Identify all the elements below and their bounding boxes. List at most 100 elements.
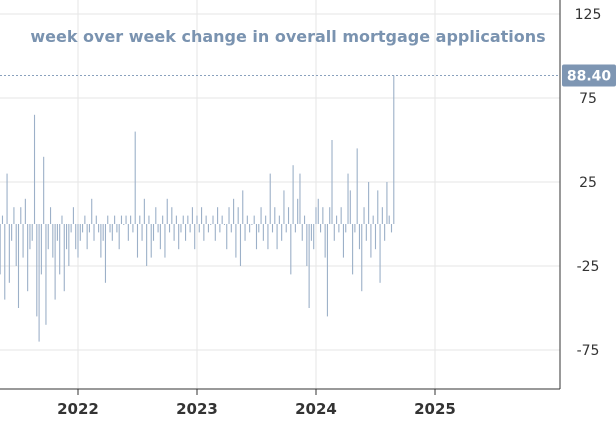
y-tick-label: 75 bbox=[579, 91, 597, 107]
bar bbox=[36, 224, 38, 317]
bar bbox=[290, 224, 292, 275]
bar bbox=[342, 224, 344, 258]
bar bbox=[120, 215, 123, 224]
bar bbox=[333, 224, 335, 241]
x-tick-label: 2024 bbox=[295, 400, 337, 418]
bar bbox=[281, 224, 283, 241]
bar bbox=[265, 215, 267, 224]
bar bbox=[155, 207, 157, 224]
bar bbox=[363, 207, 365, 224]
bar bbox=[20, 207, 22, 224]
bar bbox=[184, 224, 187, 241]
y-tick-label: 125 bbox=[575, 7, 602, 23]
last-value-label: 88.40 bbox=[567, 68, 612, 84]
bar bbox=[196, 215, 198, 224]
bar bbox=[130, 215, 132, 224]
bar bbox=[84, 215, 86, 224]
bar bbox=[72, 207, 74, 224]
bar bbox=[162, 215, 164, 224]
bar bbox=[294, 224, 296, 233]
bar bbox=[198, 224, 200, 233]
bar bbox=[68, 224, 70, 266]
bar bbox=[159, 224, 161, 250]
bar bbox=[148, 215, 150, 224]
bar bbox=[324, 224, 326, 258]
bar bbox=[187, 215, 189, 224]
bar bbox=[313, 224, 315, 250]
bar bbox=[210, 224, 212, 225]
bar bbox=[95, 215, 97, 224]
bar bbox=[114, 215, 116, 224]
bar bbox=[24, 198, 26, 224]
bar bbox=[390, 224, 393, 233]
bar bbox=[22, 224, 24, 258]
bar bbox=[134, 131, 136, 224]
y-axis-ticks: 125 75 25 -25 -75 bbox=[575, 7, 602, 359]
bar bbox=[66, 224, 68, 250]
bar bbox=[38, 224, 40, 342]
bar bbox=[63, 224, 65, 292]
bar bbox=[54, 224, 56, 300]
grid bbox=[0, 0, 560, 395]
bar bbox=[223, 224, 226, 225]
bar bbox=[230, 224, 232, 233]
bar bbox=[255, 224, 258, 250]
bar bbox=[379, 224, 381, 283]
bar bbox=[237, 207, 239, 224]
bar bbox=[75, 224, 77, 250]
bar bbox=[214, 224, 216, 241]
bar bbox=[292, 165, 294, 224]
bar bbox=[93, 224, 95, 241]
bar bbox=[136, 224, 139, 258]
bar bbox=[52, 224, 54, 258]
bar bbox=[349, 190, 351, 224]
bar bbox=[15, 224, 17, 266]
bar bbox=[49, 207, 52, 224]
bar bbox=[384, 224, 386, 241]
bar bbox=[242, 190, 244, 224]
x-tick-label: 2022 bbox=[57, 400, 99, 418]
bar bbox=[374, 224, 377, 250]
bars bbox=[0, 75, 395, 342]
x-tick-label: 2023 bbox=[176, 400, 218, 418]
bar bbox=[40, 224, 42, 275]
bar bbox=[107, 215, 109, 224]
bar bbox=[303, 215, 306, 224]
bar bbox=[244, 224, 246, 241]
bar bbox=[191, 207, 193, 224]
bar bbox=[11, 224, 13, 241]
bar bbox=[258, 224, 260, 233]
bar bbox=[370, 224, 372, 258]
x-tick-label: 2025 bbox=[414, 400, 456, 418]
bar bbox=[306, 224, 308, 266]
bar bbox=[249, 224, 251, 233]
bar bbox=[301, 224, 303, 241]
bar bbox=[61, 215, 63, 224]
bar bbox=[368, 182, 370, 224]
bar bbox=[29, 224, 31, 250]
bar bbox=[308, 224, 310, 308]
last-value-badge bbox=[562, 64, 616, 87]
bar bbox=[6, 173, 8, 224]
bar bbox=[173, 224, 175, 241]
bar bbox=[262, 224, 264, 241]
bar bbox=[345, 224, 347, 233]
bar bbox=[338, 224, 340, 233]
bar bbox=[317, 198, 319, 224]
bar bbox=[59, 224, 61, 275]
bar bbox=[381, 207, 383, 224]
bar bbox=[212, 215, 214, 224]
bar bbox=[221, 215, 223, 224]
bar bbox=[285, 224, 287, 233]
bar bbox=[207, 224, 209, 233]
chart-title: week over week change in overall mortgag… bbox=[30, 27, 545, 46]
bar bbox=[150, 224, 152, 258]
bar bbox=[354, 224, 356, 233]
bar bbox=[189, 224, 191, 233]
bar bbox=[17, 224, 20, 308]
bar bbox=[336, 215, 338, 224]
bar bbox=[168, 224, 171, 233]
bar bbox=[152, 224, 155, 241]
bar bbox=[143, 198, 145, 224]
